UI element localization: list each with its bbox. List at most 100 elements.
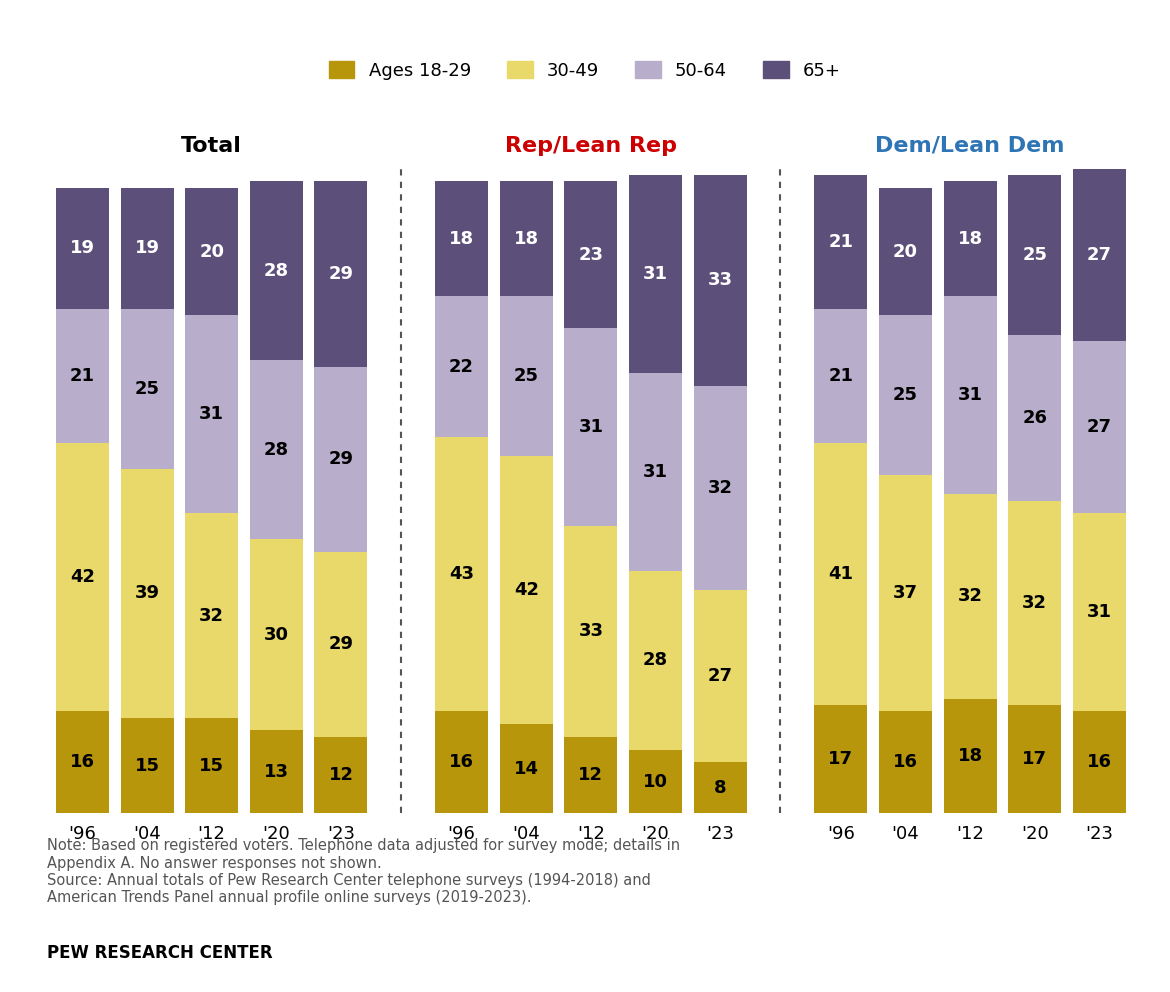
- Text: PEW RESEARCH CENTER: PEW RESEARCH CENTER: [47, 944, 273, 962]
- Bar: [250, 182, 303, 360]
- Text: 25: 25: [135, 380, 159, 398]
- Text: 28: 28: [644, 651, 668, 670]
- Text: 29: 29: [329, 635, 353, 654]
- Bar: [879, 187, 931, 315]
- Bar: [879, 315, 931, 475]
- Bar: [694, 763, 746, 813]
- Text: 32: 32: [1023, 594, 1047, 612]
- Text: Note: Based on registered voters. Telephone data adjusted for survey mode; detai: Note: Based on registered voters. Teleph…: [47, 838, 680, 906]
- Text: 32: 32: [708, 479, 732, 497]
- Text: 32: 32: [957, 587, 983, 605]
- Bar: [121, 717, 173, 813]
- Text: 21: 21: [70, 367, 95, 385]
- Text: 16: 16: [1087, 753, 1112, 772]
- Text: 13: 13: [263, 763, 289, 781]
- Text: 37: 37: [893, 584, 918, 602]
- Bar: [1073, 169, 1126, 341]
- Bar: [629, 570, 682, 750]
- Bar: [1073, 341, 1126, 514]
- Text: 27: 27: [708, 668, 732, 685]
- Title: Rep/Lean Rep: Rep/Lean Rep: [504, 136, 677, 156]
- Text: 12: 12: [329, 766, 353, 784]
- Bar: [185, 187, 239, 315]
- Bar: [879, 475, 931, 711]
- Text: 26: 26: [1023, 409, 1047, 427]
- Bar: [694, 590, 746, 763]
- Bar: [564, 328, 618, 526]
- Text: 20: 20: [199, 243, 225, 261]
- Bar: [435, 711, 488, 813]
- Bar: [814, 310, 867, 443]
- Bar: [56, 310, 109, 443]
- Bar: [435, 436, 488, 711]
- Text: 41: 41: [828, 565, 853, 583]
- Text: 16: 16: [449, 753, 474, 772]
- Bar: [694, 386, 746, 590]
- Bar: [814, 443, 867, 705]
- Bar: [943, 297, 997, 494]
- Bar: [500, 724, 552, 813]
- Bar: [250, 360, 303, 539]
- Bar: [1073, 514, 1126, 711]
- Text: 17: 17: [828, 750, 853, 768]
- Title: Dem/Lean Dem: Dem/Lean Dem: [875, 136, 1065, 156]
- Text: 8: 8: [714, 779, 727, 797]
- Text: 30: 30: [263, 626, 289, 644]
- Bar: [564, 526, 618, 737]
- Bar: [1009, 501, 1061, 705]
- Text: 31: 31: [1087, 603, 1112, 621]
- Text: 31: 31: [644, 463, 668, 481]
- Bar: [943, 182, 997, 297]
- Bar: [629, 750, 682, 813]
- Bar: [56, 443, 109, 711]
- Text: 12: 12: [578, 766, 604, 784]
- Title: Total: Total: [181, 136, 242, 156]
- Text: 18: 18: [514, 230, 538, 248]
- Bar: [943, 698, 997, 813]
- Bar: [435, 297, 488, 436]
- Text: 18: 18: [449, 230, 474, 248]
- Bar: [1009, 175, 1061, 334]
- Text: 29: 29: [329, 265, 353, 283]
- Bar: [185, 717, 239, 813]
- Bar: [564, 737, 618, 813]
- Text: 31: 31: [957, 386, 983, 405]
- Text: 16: 16: [893, 753, 918, 772]
- Text: 20: 20: [893, 243, 918, 261]
- Text: 27: 27: [1087, 246, 1112, 264]
- Bar: [315, 367, 367, 552]
- Bar: [629, 373, 682, 570]
- Text: 18: 18: [957, 230, 983, 248]
- Text: 25: 25: [893, 386, 918, 405]
- Text: 17: 17: [1023, 750, 1047, 768]
- Bar: [629, 175, 682, 373]
- Text: 19: 19: [135, 239, 159, 258]
- Bar: [121, 187, 173, 310]
- Text: 33: 33: [578, 623, 604, 641]
- Text: 28: 28: [263, 440, 289, 458]
- Bar: [315, 182, 367, 367]
- Bar: [500, 456, 552, 724]
- Text: 39: 39: [135, 584, 159, 602]
- Text: 33: 33: [708, 272, 732, 290]
- Text: 42: 42: [514, 581, 538, 599]
- Text: 10: 10: [644, 773, 668, 791]
- Text: 25: 25: [514, 367, 538, 385]
- Text: 14: 14: [514, 760, 538, 778]
- Bar: [185, 514, 239, 717]
- Bar: [814, 175, 867, 310]
- Bar: [315, 552, 367, 737]
- Text: 16: 16: [70, 753, 95, 772]
- Text: 31: 31: [578, 419, 604, 436]
- Text: 21: 21: [828, 233, 853, 251]
- Text: 15: 15: [199, 757, 225, 775]
- Bar: [943, 494, 997, 698]
- Text: 31: 31: [644, 265, 668, 283]
- Text: 43: 43: [449, 565, 474, 583]
- Text: 19: 19: [70, 239, 95, 258]
- Text: 23: 23: [578, 246, 604, 264]
- Text: 21: 21: [828, 367, 853, 385]
- Bar: [814, 705, 867, 813]
- Bar: [435, 182, 488, 297]
- Bar: [1009, 705, 1061, 813]
